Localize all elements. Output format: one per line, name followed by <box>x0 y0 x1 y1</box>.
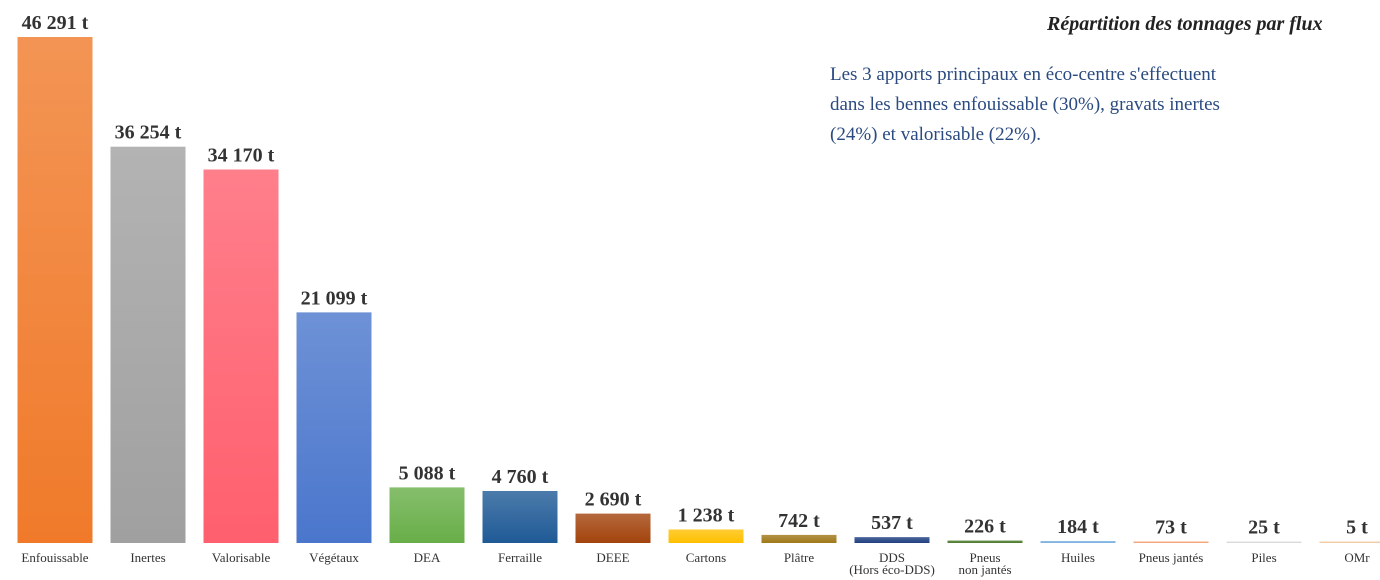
data-label: 21 099 t <box>301 287 368 309</box>
bar <box>203 169 279 543</box>
data-label: 5 t <box>1346 517 1368 539</box>
data-label: 73 t <box>1155 517 1187 539</box>
bar <box>947 540 1023 543</box>
data-label: 537 t <box>871 512 913 534</box>
data-label: 742 t <box>778 510 820 532</box>
data-label: 4 760 t <box>492 466 549 488</box>
bar <box>482 490 558 543</box>
data-label: 1 238 t <box>678 504 735 526</box>
data-label: 2 690 t <box>585 489 642 511</box>
x-tick-label: Valorisable <box>212 550 271 565</box>
text-line: Les 3 apports principaux en éco-centre s… <box>830 64 1217 85</box>
x-tick-label: Ferraille <box>498 550 542 565</box>
bar <box>1226 541 1302 543</box>
bar <box>296 312 372 543</box>
bar <box>854 537 930 543</box>
bar <box>110 146 186 543</box>
x-tick-label: Cartons <box>686 550 726 565</box>
data-label: 36 254 t <box>115 122 182 144</box>
bar <box>1133 541 1209 543</box>
x-tick-label: Plâtre <box>784 550 815 565</box>
x-tick-label: Pneus non jantés <box>958 550 1011 577</box>
bar <box>389 487 465 543</box>
x-tick-label: OMr <box>1344 550 1370 565</box>
chart-title: Répartition des tonnages par flux <box>1046 13 1323 35</box>
data-label: 25 t <box>1248 517 1280 539</box>
text-line: dans les bennes enfouissable (30%), grav… <box>830 94 1220 115</box>
x-tick-label: Enfouissable <box>21 550 88 565</box>
data-label: 5 088 t <box>399 462 456 484</box>
x-tick-label: Végétaux <box>309 550 359 565</box>
data-label: 46 291 t <box>22 12 89 34</box>
text-line: (24%) et valorisable (22%). <box>830 124 1041 145</box>
bar <box>1319 541 1380 543</box>
data-label: 34 170 t <box>208 144 275 166</box>
bar <box>575 513 651 543</box>
x-tick-label: Pneus jantés <box>1139 550 1204 565</box>
bar <box>668 529 744 543</box>
x-tick-label: Huiles <box>1061 550 1095 565</box>
bar <box>1040 540 1116 543</box>
bar <box>17 37 93 543</box>
x-tick-label: DEEE <box>596 550 629 565</box>
data-label: 226 t <box>964 516 1006 538</box>
data-label: 184 t <box>1057 516 1099 538</box>
x-tick-label: Inertes <box>130 550 165 565</box>
x-tick-label: DDS (Hors éco-DDS) <box>849 550 935 577</box>
bar <box>761 534 837 543</box>
x-tick-label: Piles <box>1251 550 1276 565</box>
x-tick-label: DEA <box>414 550 441 565</box>
